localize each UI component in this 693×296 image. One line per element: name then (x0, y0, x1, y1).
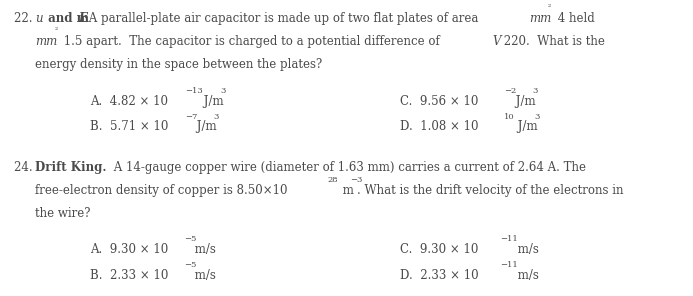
Text: 10: 10 (505, 112, 515, 120)
Text: m/s: m/s (191, 243, 216, 256)
Text: ²: ² (547, 4, 550, 12)
Text: m: m (340, 184, 354, 197)
Text: 3: 3 (532, 87, 537, 95)
Text: free-electron density of copper is 8.50×10: free-electron density of copper is 8.50×… (35, 184, 288, 197)
Text: J/m: J/m (512, 95, 536, 108)
Text: mm: mm (529, 12, 551, 25)
Text: m/s: m/s (191, 269, 216, 282)
Text: 24.: 24. (14, 161, 37, 174)
Text: . What is the drift velocity of the electrons in: . What is the drift velocity of the elec… (357, 184, 624, 197)
Text: C.  9.56 × 10: C. 9.56 × 10 (400, 95, 478, 108)
Text: V: V (493, 35, 501, 48)
Text: ²: ² (55, 27, 58, 35)
Text: −13: −13 (186, 87, 203, 95)
Text: J/m: J/m (514, 120, 538, 133)
Text: mm: mm (35, 35, 58, 48)
Text: 3: 3 (220, 87, 226, 95)
Text: 220.  What is the: 220. What is the (500, 35, 605, 48)
Text: 3: 3 (534, 112, 539, 120)
Text: C.  9.30 × 10: C. 9.30 × 10 (400, 243, 478, 256)
Text: −11: −11 (500, 236, 518, 244)
Text: m/s: m/s (514, 269, 538, 282)
Text: the wire?: the wire? (35, 207, 91, 220)
Text: −5: −5 (184, 236, 196, 244)
Text: 1.5 apart.  The capacitor is charged to a potential difference of: 1.5 apart. The capacitor is charged to a… (60, 35, 444, 48)
Text: A 14-gauge copper wire (diameter of 1.63 mm) carries a current of 2.64 A. The: A 14-gauge copper wire (diameter of 1.63… (109, 161, 586, 174)
Text: m/s: m/s (514, 243, 538, 256)
Text: −2: −2 (505, 87, 516, 95)
Text: 28: 28 (328, 176, 338, 184)
Text: D.  1.08 × 10: D. 1.08 × 10 (400, 120, 479, 133)
Text: A.  4.82 × 10: A. 4.82 × 10 (90, 95, 168, 108)
Text: B.  5.71 × 10: B. 5.71 × 10 (90, 120, 168, 133)
Text: A.  9.30 × 10: A. 9.30 × 10 (90, 243, 168, 256)
Text: E: E (78, 12, 87, 25)
Text: 4 held: 4 held (554, 12, 595, 25)
Text: 22.: 22. (14, 12, 36, 25)
Text: −5: −5 (184, 261, 196, 269)
Text: D.  2.33 × 10: D. 2.33 × 10 (400, 269, 479, 282)
Text: and m: and m (44, 12, 89, 25)
Text: −11: −11 (500, 261, 518, 269)
Text: 3: 3 (213, 112, 219, 120)
Text: −3: −3 (350, 176, 362, 184)
Text: Drift King.: Drift King. (35, 161, 107, 174)
Text: A parallel-plate air capacitor is made up of two flat plates of area: A parallel-plate air capacitor is made u… (85, 12, 482, 25)
Text: u: u (35, 12, 43, 25)
Text: −7: −7 (186, 112, 198, 120)
Text: J/m: J/m (200, 95, 224, 108)
Text: energy density in the space between the plates?: energy density in the space between the … (35, 58, 322, 71)
Text: J/m: J/m (193, 120, 216, 133)
Text: B.  2.33 × 10: B. 2.33 × 10 (90, 269, 168, 282)
